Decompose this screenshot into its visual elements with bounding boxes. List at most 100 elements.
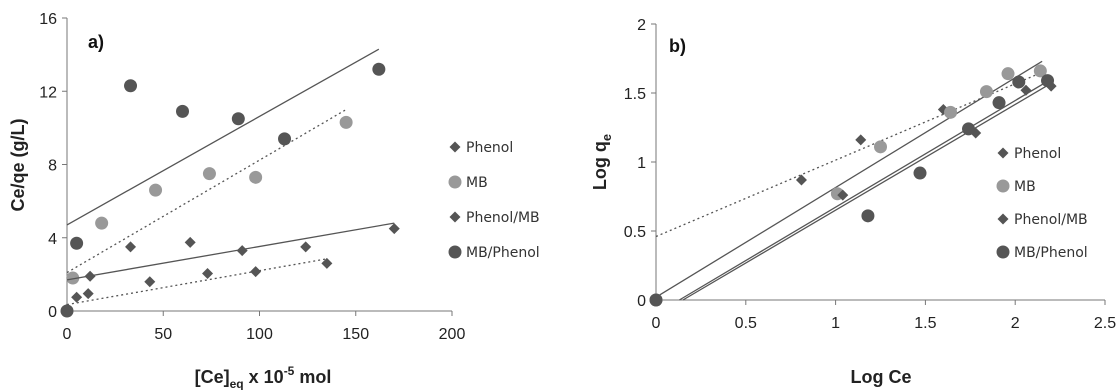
- x-tick-label: 2: [1011, 315, 1020, 332]
- data-point: [372, 62, 386, 76]
- x-axis-label: [Ce]eq x 10-5 mol: [195, 364, 332, 390]
- trendline: [66, 258, 327, 306]
- trendline: [679, 78, 1052, 301]
- data-point: [278, 132, 292, 146]
- series-phenol: [61, 257, 333, 315]
- y-tick-label: 4: [48, 231, 57, 248]
- data-point: [388, 223, 400, 235]
- x-axis-label: Log Ce: [851, 367, 912, 387]
- y-axis-label: Log qe: [590, 134, 614, 190]
- x-tick-label: 1.5: [914, 315, 936, 332]
- legend-entry: Phenol/MB: [466, 210, 540, 226]
- data-point: [1033, 64, 1047, 78]
- trendline: [66, 109, 347, 274]
- y-tick-label: 0.5: [624, 224, 646, 241]
- y-axis-label: Ce/qe (g/L): [8, 118, 28, 211]
- data-point: [1012, 75, 1026, 89]
- x-tick-label: 0: [652, 315, 661, 332]
- y-tick-label: 2: [637, 17, 646, 34]
- legend-marker: [448, 175, 462, 189]
- chart-panel-b: 0 0.5 1 1.5 2 0 0.5 1 1.5 2 2.5 b) Log qe Log Ce Pheno…: [590, 17, 1116, 387]
- data-point: [82, 288, 94, 300]
- y-tick-label: 1.5: [624, 86, 646, 103]
- x-tick-label: 0: [63, 326, 72, 343]
- data-point: [874, 140, 887, 154]
- data-point: [202, 167, 216, 181]
- data-point: [71, 291, 83, 303]
- y-tick-label: 8: [48, 158, 57, 175]
- data-point: [1001, 67, 1015, 81]
- chart-panel-a: 0 4 8 12 16 0 50 100 150 200 a) Ce/qe (g/L) [Ce]eq x…: [8, 11, 540, 390]
- y-axis-label-subscript: e: [599, 134, 614, 141]
- x-axis-label-main: Log Ce: [851, 367, 912, 387]
- data-point: [70, 236, 84, 250]
- legend-marker: [997, 147, 1009, 159]
- data-point: [855, 134, 867, 146]
- x-tick-label: 50: [154, 326, 172, 343]
- legend-entry: MB/Phenol: [466, 245, 540, 261]
- series-mb-phenol: [649, 74, 1055, 307]
- series-mb: [66, 109, 353, 285]
- panel-label: a): [88, 32, 104, 52]
- x-tick-label: 200: [439, 326, 466, 343]
- data-point: [124, 79, 138, 93]
- data-point: [250, 266, 262, 278]
- trendline: [66, 48, 380, 226]
- data-point: [1041, 74, 1055, 88]
- data-point: [944, 105, 958, 119]
- panel-label: b): [669, 36, 686, 56]
- data-point: [649, 293, 663, 307]
- legend-entry: MB/Phenol: [1014, 245, 1088, 261]
- series-phenol-mb: [66, 222, 400, 282]
- data-point: [795, 174, 807, 186]
- legend-entry: Phenol: [466, 140, 513, 156]
- data-point: [95, 216, 109, 230]
- x-axis-label-tail: mol: [294, 367, 331, 387]
- x-axis-label-middle: x 10: [244, 367, 284, 387]
- data-point: [236, 245, 248, 257]
- data-point: [837, 189, 849, 201]
- legend-marker: [996, 245, 1010, 259]
- x-axis-label-subscript: eq: [230, 377, 244, 390]
- data-point: [231, 112, 245, 126]
- y-tick-label: 1: [637, 155, 646, 172]
- legend-marker: [449, 211, 461, 223]
- x-axis-label-main: [Ce]: [195, 367, 230, 387]
- trendline: [66, 222, 395, 281]
- legend-marker: [448, 245, 462, 259]
- x-tick-label: 2.5: [1094, 315, 1116, 332]
- data-point: [144, 276, 156, 288]
- legend-entry: Phenol: [1014, 146, 1061, 162]
- data-point: [125, 241, 137, 253]
- y-tick-label: 0: [637, 293, 646, 310]
- x-tick-label: 100: [246, 326, 273, 343]
- series-mb: [649, 60, 1047, 307]
- legend-entry: MB: [466, 175, 488, 191]
- data-point: [962, 122, 976, 136]
- data-point: [339, 115, 353, 129]
- y-tick-label: 16: [39, 11, 57, 28]
- y-axis-label-main: Log q: [590, 141, 610, 190]
- x-tick-label: 0.5: [735, 315, 757, 332]
- legend-marker: [997, 213, 1009, 225]
- legend: Phenol MB Phenol/MB MB/Phenol: [996, 146, 1088, 261]
- data-point: [66, 271, 80, 285]
- data-point: [84, 270, 96, 282]
- data-point: [149, 183, 163, 197]
- data-point: [913, 166, 927, 180]
- data-point: [60, 304, 74, 318]
- data-point: [979, 85, 993, 99]
- trendline: [655, 60, 1043, 298]
- x-axis-label-superscript: -5: [284, 364, 295, 378]
- data-point: [321, 257, 333, 269]
- y-tick-label: 12: [39, 84, 57, 101]
- x-tick-label: 150: [342, 326, 369, 343]
- x-tick-label: 1: [831, 315, 840, 332]
- data-point: [992, 96, 1006, 110]
- legend: Phenol MB Phenol/MB MB/Phenol: [448, 140, 540, 261]
- data-point: [176, 104, 189, 118]
- series-mb-phenol: [60, 48, 386, 318]
- legend-marker: [996, 179, 1010, 193]
- legend-marker: [449, 141, 461, 153]
